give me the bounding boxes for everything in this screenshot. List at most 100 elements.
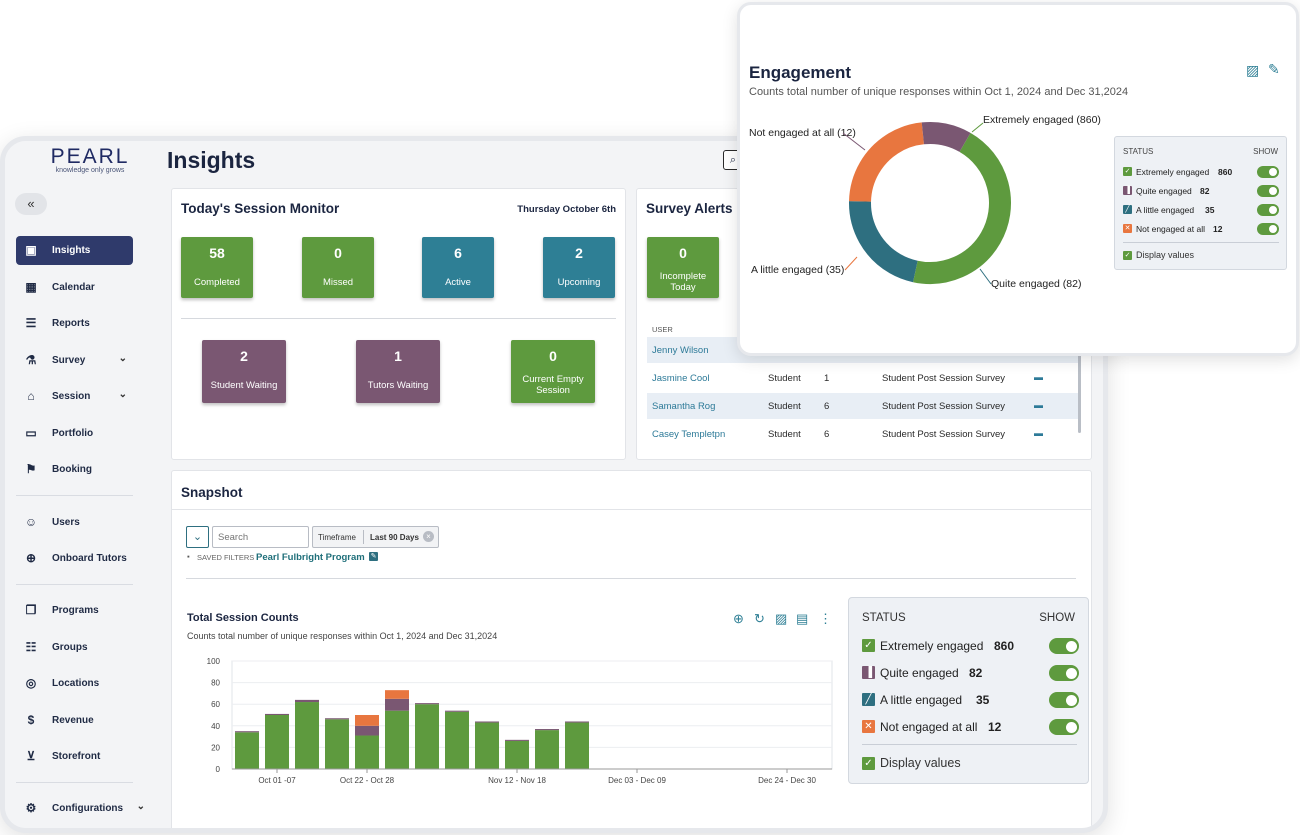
sidebar-item-revenue[interactable]: $ Revenue [16,706,133,735]
bar-segment[interactable] [505,739,529,741]
edit-icon[interactable]: ✎ [1268,61,1280,77]
chat-icon[interactable]: ▬ [1034,400,1043,410]
bar-segment[interactable] [445,711,469,769]
bar-segment[interactable] [235,732,259,769]
bar-segment[interactable] [475,722,499,769]
display-values-row[interactable]: ✓ Display values [862,756,1077,772]
sidebar-item-locations[interactable]: ◎ Locations [16,669,133,698]
tile-incomplete-today[interactable]: 0 Incomplete Today [647,237,719,298]
bar-segment[interactable] [265,713,289,715]
sidebar-item-programs[interactable]: ❐ Programs [16,596,133,625]
sidebar-item-survey[interactable]: ⚗ Survey ⌄ [16,346,133,375]
more-options-icon[interactable]: ⋮ [819,611,832,626]
sidebar-item-groups[interactable]: ☷ Groups [16,633,133,662]
user-link[interactable]: Casey Templetpn [652,429,726,440]
bar-segment[interactable] [235,731,259,733]
display-values-row[interactable]: ✓ Display values [1123,250,1279,262]
bar-segment[interactable] [355,735,379,769]
show-toggle[interactable] [1257,223,1279,235]
bar-segment[interactable] [505,740,529,769]
bar-segment[interactable] [385,690,409,699]
status-header: STATUS [1123,147,1154,156]
checkbox-icon[interactable]: ▐ [862,666,875,679]
bar-segment[interactable] [385,698,409,711]
bar-segment[interactable] [565,722,589,769]
checkbox-icon[interactable]: ✓ [862,757,875,770]
bar-segment[interactable] [535,729,559,731]
show-toggle[interactable] [1049,692,1079,708]
show-toggle[interactable] [1257,166,1279,178]
bar-segment[interactable] [415,704,439,769]
checkbox-icon[interactable]: ╱ [1123,205,1132,214]
show-toggle[interactable] [1257,204,1279,216]
checkbox-icon[interactable]: ╱ [862,693,875,706]
bar-segment[interactable] [325,719,349,769]
chat-icon[interactable]: ▬ [1034,428,1043,438]
show-toggle[interactable] [1049,638,1079,654]
sidebar-item-reports[interactable]: ☰ Reports [16,309,133,338]
status-row: ✕ Not engaged at all 12 [1123,223,1279,235]
bar-segment[interactable] [385,710,409,769]
x-tick-label: Dec 03 - Dec 09 [608,776,666,785]
bar-segment[interactable] [565,721,589,723]
scrollbar[interactable] [1078,337,1081,433]
table-view-icon[interactable]: ▤ [796,611,809,626]
bar-segment[interactable] [295,699,319,703]
checkbox-icon[interactable]: ✕ [862,720,875,733]
search-input[interactable] [212,526,309,548]
bar-segment[interactable] [475,721,499,723]
sidebar-item-calendar[interactable]: ▦ Calendar [16,273,133,302]
donut-slice[interactable] [840,113,1020,293]
checkbox-icon[interactable]: ✓ [1123,251,1132,260]
bar-segment[interactable] [295,702,319,769]
sidebar-item-configurations[interactable]: ⚙ Configurations ⌄ [16,794,145,823]
collapse-sidebar-button[interactable]: « [15,193,47,215]
saved-filter-link[interactable]: Pearl Fulbright Program [256,552,365,563]
bar-segment[interactable] [535,730,559,769]
show-toggle[interactable] [1257,185,1279,197]
refresh-icon[interactable]: ↻ [754,611,765,626]
tile-missed[interactable]: 0 Missed [302,237,374,298]
tile-completed[interactable]: 58 Completed [181,237,253,298]
image-icon[interactable]: ▨ [775,611,788,626]
bar-segment[interactable] [325,718,349,720]
checkbox-icon[interactable]: ✕ [1123,224,1132,233]
zoom-icon[interactable]: ⊕ [733,611,744,626]
sidebar-item-insights[interactable]: ▣ Insights [16,236,133,265]
show-toggle[interactable] [1049,719,1079,735]
donut-slice[interactable] [840,113,1020,293]
table-row[interactable]: Casey Templetpn Student 6 Student Post S… [647,421,1079,447]
tile-tutors-waiting[interactable]: 1 Tutors Waiting [356,340,440,403]
chat-icon[interactable]: ▬ [1034,372,1043,382]
timeframe-filter-chip[interactable]: Timeframe Last 90 Days × [312,526,439,548]
sidebar-item-users[interactable]: ☺ Users [16,508,133,537]
bar-segment[interactable] [265,715,289,769]
checkbox-icon[interactable]: ✓ [1123,167,1132,176]
sidebar-item-session[interactable]: ⌂ Session ⌄ [16,382,133,411]
donut-slice[interactable] [840,113,1020,293]
show-toggle[interactable] [1049,665,1079,681]
tile-upcoming[interactable]: 2 Upcoming [543,237,615,298]
bar-segment[interactable] [355,715,379,726]
filter-dropdown-button[interactable]: ⌄ [186,526,209,548]
bar-segment[interactable] [415,703,439,705]
clear-filter-icon[interactable]: × [423,531,434,542]
sidebar-item-portfolio[interactable]: ▭ Portfolio [16,419,133,448]
table-row[interactable]: Samantha Rog Student 6 Student Post Sess… [647,393,1079,419]
tile-active[interactable]: 6 Active [422,237,494,298]
sidebar-item-onboard-tutors[interactable]: ⊕ Onboard Tutors [16,544,133,573]
sidebar-item-storefront[interactable]: ⊻ Storefront [16,742,133,771]
bar-segment[interactable] [445,710,469,712]
edit-icon[interactable]: ✎ [369,552,378,561]
image-icon[interactable]: ▨ [1246,62,1260,78]
checkbox-icon[interactable]: ▐ [1123,186,1132,195]
tile-current-empty-session[interactable]: 0 Current Empty Session [511,340,595,403]
checkbox-icon[interactable]: ✓ [862,639,875,652]
tile-student-waiting[interactable]: 2 Student Waiting [202,340,286,403]
user-link[interactable]: Jenny Wilson [652,345,709,356]
table-row[interactable]: Jasmine Cool Student 1 Student Post Sess… [647,365,1079,391]
sidebar-item-booking[interactable]: ⚑ Booking [16,455,133,484]
user-link[interactable]: Jasmine Cool [652,373,710,384]
bar-segment[interactable] [355,725,379,736]
user-link[interactable]: Samantha Rog [652,401,716,412]
